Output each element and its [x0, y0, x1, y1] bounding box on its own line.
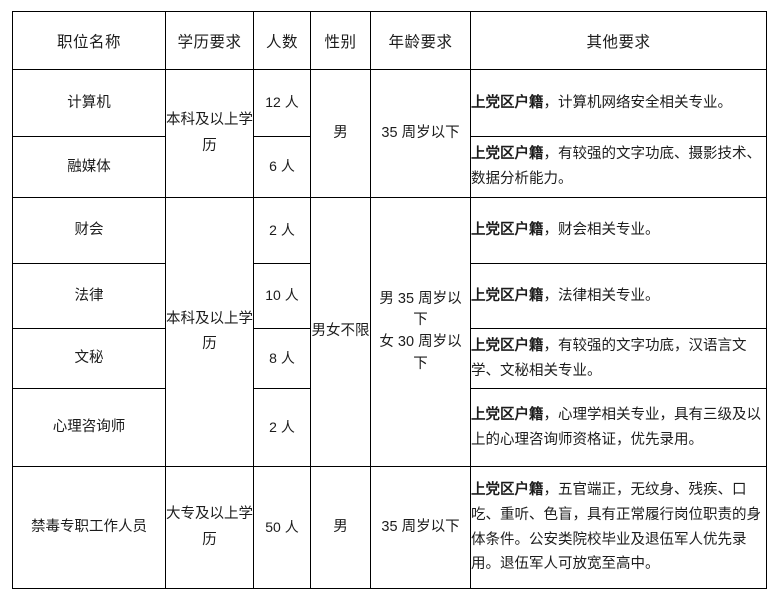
education-cell-group-1: 本科及以上学历 — [165, 69, 254, 198]
headcount-cell: 10 人 — [253, 263, 311, 329]
age-cell-group-1: 35 周岁以下 — [370, 69, 471, 198]
other-requirements-cell: 上党区户籍，心理学相关专业，具有三级及以上的心理咨询师资格证，优先录用。 — [470, 388, 767, 467]
other-requirements-cell: 上党区户籍，有较强的文字功底、摄影技术、数据分析能力。 — [470, 136, 767, 198]
column-header-age: 年龄要求 — [370, 11, 471, 70]
gender-cell-group-1: 男 — [310, 69, 371, 198]
headcount-cell: 2 人 — [253, 197, 311, 264]
headcount-cell: 2 人 — [253, 388, 311, 467]
other-requirements-text: ，法律相关专业。 — [543, 287, 660, 304]
table-row: 法律 10 人 上党区户籍，法律相关专业。 — [12, 263, 767, 329]
table-row: 计算机 本科及以上学历 12 人 男 35 周岁以下 上党区户籍，计算机网络安全… — [12, 69, 767, 198]
headcount-cell: 50 人 — [253, 466, 311, 589]
headcount-cell: 6 人 — [253, 136, 311, 198]
age-cell-group-2: 男 35 周岁以下女 30 周岁以下 — [370, 197, 471, 467]
job-title-cell: 禁毒专职工作人员 — [12, 466, 166, 589]
job-title-cell: 文秘 — [12, 328, 166, 389]
hukou-label: 上党区户籍 — [471, 406, 544, 423]
hukou-label: 上党区户籍 — [471, 222, 544, 239]
column-header-other: 其他要求 — [470, 11, 767, 70]
column-header-gender: 性别 — [310, 11, 371, 70]
hukou-label: 上党区户籍 — [471, 482, 544, 499]
headcount-cell: 8 人 — [253, 328, 311, 389]
recruitment-table: 职位名称 学历要求 人数 性别 年龄要求 其他要求 计算机 本科及以上学历 12… — [12, 11, 767, 589]
column-header-title: 职位名称 — [12, 11, 166, 70]
hukou-label: 上党区户籍 — [471, 287, 544, 304]
job-title-cell: 心理咨询师 — [12, 388, 166, 467]
job-title-cell: 法律 — [12, 263, 166, 329]
table-row: 财会 本科及以上学历 2 人 男女不限 男 35 周岁以下女 30 周岁以下 上… — [12, 197, 767, 467]
other-requirements-cell: 上党区户籍，有较强的文字功底，汉语言文学、文秘相关专业。 — [470, 328, 767, 389]
other-requirements-cell: 上党区户籍，计算机网络安全相关专业。 — [470, 69, 767, 137]
hukou-label: 上党区户籍 — [471, 337, 544, 354]
other-requirements-text: ，有较强的文字功底，汉语言文学、文秘相关专业。 — [471, 337, 747, 379]
other-requirements-text: ，心理学相关专业，具有三级及以上的心理咨询师资格证，优先录用。 — [471, 406, 761, 448]
table-row: 融媒体 6 人 上党区户籍，有较强的文字功底、摄影技术、数据分析能力。 — [12, 136, 767, 198]
hukou-label: 上党区户籍 — [471, 94, 544, 111]
column-header-count: 人数 — [253, 11, 311, 70]
table-row: 文秘 8 人 上党区户籍，有较强的文字功底，汉语言文学、文秘相关专业。 — [12, 328, 767, 389]
job-title-cell: 计算机 — [12, 69, 166, 137]
job-title-cell: 财会 — [12, 197, 166, 264]
age-line-2: 下 — [413, 312, 428, 329]
age-line-4: 下 — [413, 355, 428, 372]
column-header-education: 学历要求 — [165, 11, 254, 70]
hukou-label: 上党区户籍 — [471, 146, 544, 163]
age-line-1: 男 35 周岁以 — [379, 290, 462, 307]
table-header: 职位名称 学历要求 人数 性别 年龄要求 其他要求 — [12, 11, 767, 70]
table-body: 计算机 本科及以上学历 12 人 男 35 周岁以下 上党区户籍，计算机网络安全… — [12, 69, 767, 589]
education-cell-group-2: 本科及以上学历 — [165, 197, 254, 467]
table-row: 心理咨询师 2 人 上党区户籍，心理学相关专业，具有三级及以上的心理咨询师资格证… — [12, 388, 767, 467]
headcount-cell: 12 人 — [253, 69, 311, 137]
other-requirements-text: ，五官端正，无纹身、残疾、口吃、重听、色盲，具有正常履行岗位职责的身体条件。公安… — [471, 482, 761, 573]
age-line-3: 女 30 周岁以 — [379, 334, 462, 350]
other-requirements-cell: 上党区户籍，财会相关专业。 — [470, 197, 767, 264]
other-requirements-cell: 上党区户籍，法律相关专业。 — [470, 263, 767, 329]
education-cell-group-3: 大专及以上学历 — [165, 466, 254, 589]
gender-cell-group-2: 男女不限 — [310, 197, 371, 467]
other-requirements-text: ，计算机网络安全相关专业。 — [543, 94, 733, 111]
header-row: 职位名称 学历要求 人数 性别 年龄要求 其他要求 — [12, 11, 767, 70]
table-row: 禁毒专职工作人员 大专及以上学历 50 人 男 35 周岁以下 上党区户籍，五官… — [12, 466, 767, 589]
other-requirements-cell: 上党区户籍，五官端正，无纹身、残疾、口吃、重听、色盲，具有正常履行岗位职责的身体… — [470, 466, 767, 589]
other-requirements-text: ，财会相关专业。 — [543, 222, 660, 239]
other-requirements-text: ，有较强的文字功底、摄影技术、数据分析能力。 — [471, 146, 761, 187]
job-title-cell: 融媒体 — [12, 136, 166, 198]
age-cell-group-3: 35 周岁以下 — [370, 466, 471, 589]
gender-cell-group-3: 男 — [310, 466, 371, 589]
